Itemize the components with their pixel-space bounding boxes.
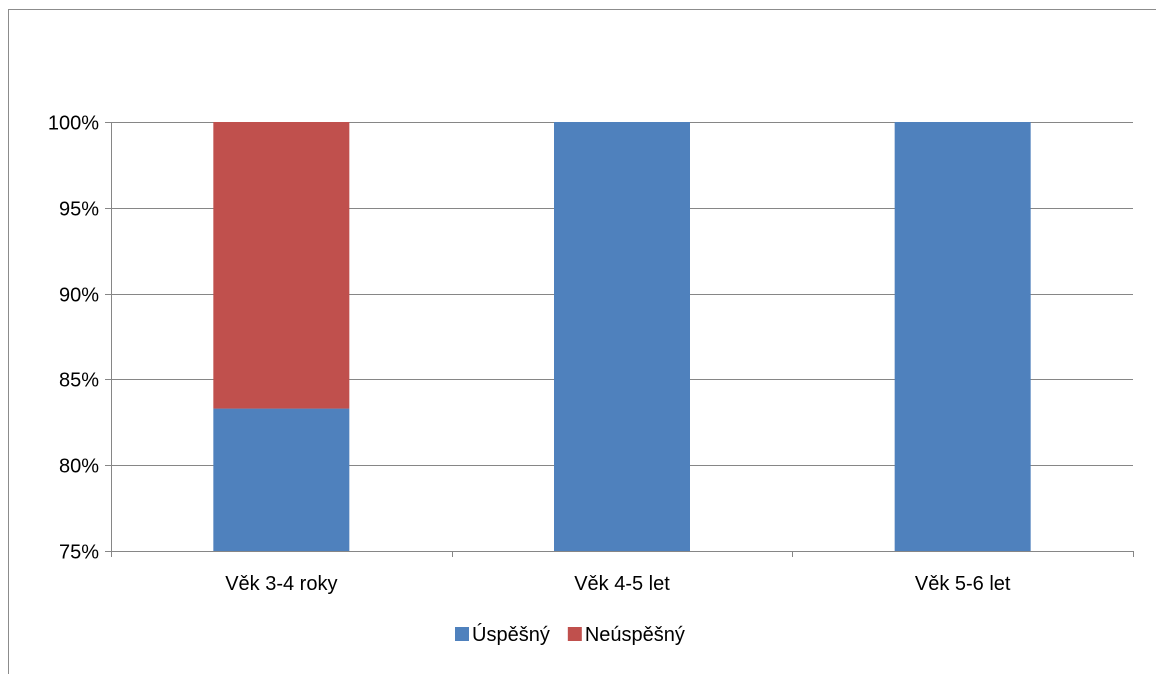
axes: [105, 122, 1134, 557]
bar-segment: [213, 408, 350, 551]
y-tick-label: 95%: [59, 199, 99, 221]
legend-label: Úspěšný: [472, 623, 550, 646]
y-tick-label: 80%: [59, 456, 99, 478]
x-category-label: Věk 5-6 let: [915, 573, 1011, 595]
y-tick-label: 100%: [48, 113, 99, 135]
bar-segment: [213, 122, 350, 409]
x-category-label: Věk 4-5 let: [574, 573, 670, 595]
y-tick-label: 75%: [59, 542, 99, 564]
x-category-label: Věk 3-4 roky: [225, 573, 337, 595]
legend: Úspěšný Neúspěšný: [455, 623, 685, 646]
legend-swatch: [455, 627, 469, 641]
legend-item: Neúspěšný: [567, 624, 685, 646]
legend-item: Úspěšný: [455, 623, 550, 646]
legend-swatch: [567, 627, 582, 641]
bar-segment: [894, 122, 1031, 551]
y-tick-label: 90%: [59, 285, 99, 307]
labels: 75% 80% 85% 90% 95% 100% Věk 3-4 roky Věk 4-5 l…: [48, 113, 1011, 596]
bar-segment: [554, 122, 690, 551]
y-tick-label: 85%: [59, 370, 99, 392]
legend-label: Neúspěšný: [585, 624, 685, 646]
bars: [213, 122, 1031, 551]
